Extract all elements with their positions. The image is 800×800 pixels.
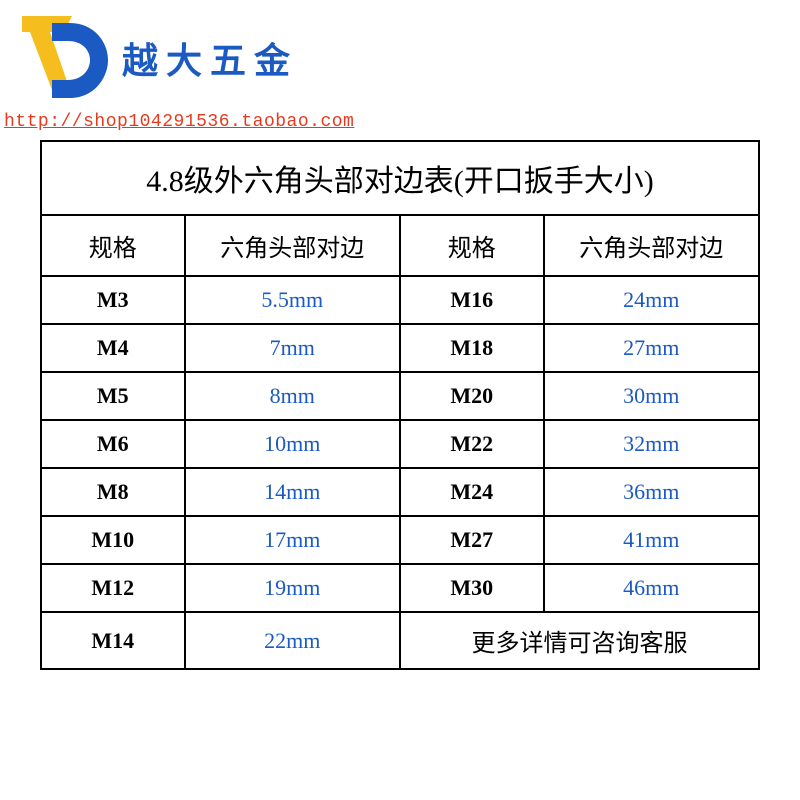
table-row: M4 7mm M18 27mm (41, 324, 759, 372)
table-last-row: M14 22mm 更多详情可咨询客服 (41, 612, 759, 669)
value-cell: 24mm (544, 276, 759, 324)
spec-cell: M6 (41, 420, 185, 468)
value-cell: 10mm (185, 420, 400, 468)
value-cell: 5.5mm (185, 276, 400, 324)
brand-name: 越大五金 (122, 32, 298, 84)
value-cell: 8mm (185, 372, 400, 420)
value-cell: 27mm (544, 324, 759, 372)
col-header: 规格 (400, 215, 544, 276)
table-header-row: 规格 六角头部对边 规格 六角头部对边 (41, 215, 759, 276)
spec-cell: M30 (400, 564, 544, 612)
spec-cell: M14 (41, 612, 185, 669)
value-cell: 30mm (544, 372, 759, 420)
spec-cell: M27 (400, 516, 544, 564)
spec-cell: M10 (41, 516, 185, 564)
value-cell: 22mm (185, 612, 400, 669)
table-row: M8 14mm M24 36mm (41, 468, 759, 516)
col-header: 六角头部对边 (544, 215, 759, 276)
brand-logo (12, 8, 112, 108)
spec-cell: M18 (400, 324, 544, 372)
value-cell: 14mm (185, 468, 400, 516)
spec-cell: M5 (41, 372, 185, 420)
table-row: M12 19mm M30 46mm (41, 564, 759, 612)
table-row: M6 10mm M22 32mm (41, 420, 759, 468)
value-cell: 32mm (544, 420, 759, 468)
spec-table-container: 4.8级外六角头部对边表(开口扳手大小) 规格 六角头部对边 规格 六角头部对边… (40, 140, 760, 670)
header: 越大五金 (12, 8, 298, 108)
table-row: M10 17mm M27 41mm (41, 516, 759, 564)
spec-cell: M24 (400, 468, 544, 516)
value-cell: 17mm (185, 516, 400, 564)
spec-cell: M3 (41, 276, 185, 324)
table-title: 4.8级外六角头部对边表(开口扳手大小) (41, 141, 759, 215)
spec-cell: M4 (41, 324, 185, 372)
spec-cell: M16 (400, 276, 544, 324)
spec-cell: M8 (41, 468, 185, 516)
footer-note: 更多详情可咨询客服 (400, 612, 759, 669)
value-cell: 41mm (544, 516, 759, 564)
shop-url: http://shop104291536.taobao.com (4, 112, 354, 132)
table-title-row: 4.8级外六角头部对边表(开口扳手大小) (41, 141, 759, 215)
col-header: 规格 (41, 215, 185, 276)
value-cell: 19mm (185, 564, 400, 612)
col-header: 六角头部对边 (185, 215, 400, 276)
spec-cell: M12 (41, 564, 185, 612)
table-row: M5 8mm M20 30mm (41, 372, 759, 420)
value-cell: 36mm (544, 468, 759, 516)
value-cell: 46mm (544, 564, 759, 612)
spec-cell: M22 (400, 420, 544, 468)
spec-cell: M20 (400, 372, 544, 420)
spec-table: 4.8级外六角头部对边表(开口扳手大小) 规格 六角头部对边 规格 六角头部对边… (40, 140, 760, 670)
table-row: M3 5.5mm M16 24mm (41, 276, 759, 324)
value-cell: 7mm (185, 324, 400, 372)
